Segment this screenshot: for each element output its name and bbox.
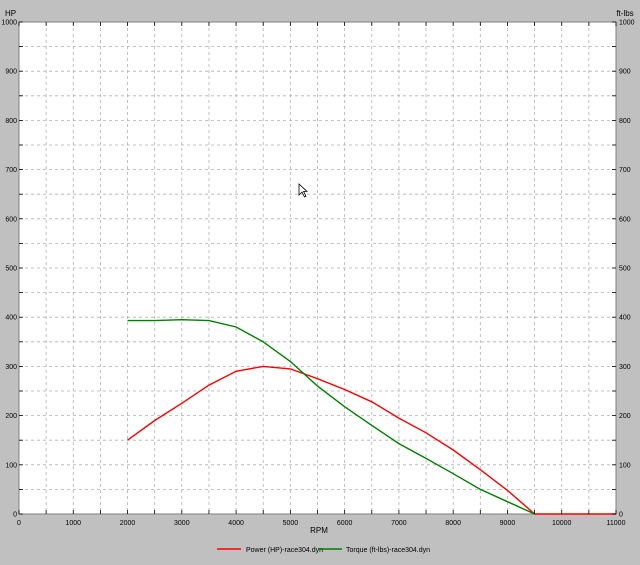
x-tick-label: 4000 — [228, 520, 244, 527]
y-tick-label-left: 100 — [5, 462, 17, 469]
x-tick-label: 6000 — [337, 520, 353, 527]
y-tick-label-right: 0 — [619, 512, 623, 519]
y-tick-label-right: 600 — [619, 216, 631, 223]
y-axis-left-label: HP — [5, 9, 16, 18]
series-line-power — [127, 365, 616, 515]
y-axis-right-label: ft-lbs — [616, 9, 633, 18]
y-tick-label-left: 1000 — [1, 20, 17, 27]
x-tick-label: 2000 — [120, 520, 136, 527]
y-tick-label-right: 500 — [619, 266, 631, 273]
x-tick-label: 11000 — [607, 520, 626, 527]
y-tick-label-left: 300 — [5, 364, 17, 371]
y-tick-label-right: 700 — [619, 167, 631, 174]
x-tick-label: 1000 — [65, 520, 81, 527]
y-tick-label-right: 200 — [619, 413, 631, 420]
y-tick-label-left: 500 — [5, 266, 17, 273]
y-tick-label-right: 300 — [619, 364, 631, 371]
x-tick-label: 0 — [17, 520, 21, 527]
legend-label-power: Power (HP)-race304.dyn — [246, 547, 323, 554]
x-axis-label: RPM — [310, 526, 328, 535]
y-tick-label-left: 400 — [5, 315, 17, 322]
y-tick-label-right: 800 — [619, 118, 631, 125]
y-tick-label-left: 700 — [5, 167, 17, 174]
x-tick-label: 5000 — [283, 520, 299, 527]
y-tick-label-right: 400 — [619, 315, 631, 322]
y-tick-label-left: 200 — [5, 413, 17, 420]
legend-label-torque: Torque (ft-lbs)-race304.dyn — [346, 547, 430, 554]
y-tick-label-right: 900 — [619, 69, 631, 76]
x-tick-label: 7000 — [391, 520, 407, 527]
x-tick-label: 10000 — [552, 520, 572, 527]
series-line-torque — [127, 318, 535, 515]
y-tick-label-right: 1000 — [619, 20, 635, 27]
y-tick-label-left: 800 — [5, 118, 17, 125]
x-tick-label: 9000 — [500, 520, 516, 527]
x-tick-label: 8000 — [445, 520, 461, 527]
y-tick-label-left: 0 — [13, 512, 17, 519]
legend: Power (HP)-race304.dyn Torque (ft-lbs)-r… — [217, 547, 430, 554]
x-tick-label: 3000 — [174, 520, 190, 527]
y-tick-label-right: 100 — [619, 462, 631, 469]
y-tick-label-left: 900 — [5, 69, 17, 76]
y-tick-label-left: 600 — [5, 216, 17, 223]
mouse-pointer-icon — [298, 183, 309, 198]
